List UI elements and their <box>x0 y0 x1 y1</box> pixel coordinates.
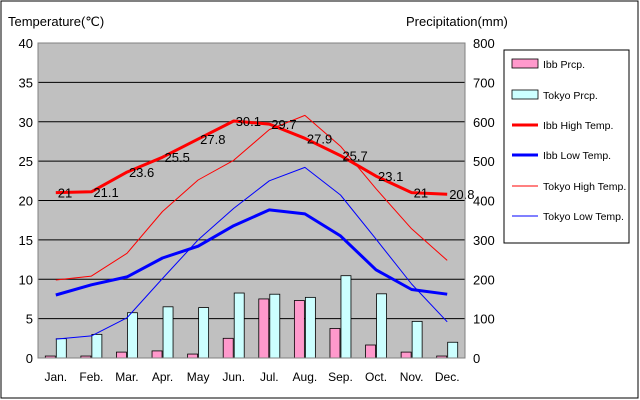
y-left-tick-label: 5 <box>26 312 33 327</box>
temperature-lines <box>55 114 448 340</box>
y-right-axis-title: Precipitation(mm) <box>406 14 508 29</box>
precip-bar <box>127 312 138 359</box>
data-label: 27.8 <box>200 132 225 147</box>
precip-bar <box>151 350 163 359</box>
legend-label: Ibb Low Temp. <box>543 150 611 162</box>
precip-bar <box>304 296 316 359</box>
x-category-label: Jan. <box>44 370 67 384</box>
temperature-line <box>55 114 448 281</box>
x-category-label: Jul. <box>260 370 279 384</box>
y-left-tick-label: 25 <box>19 154 33 169</box>
y-left-tick-label: 10 <box>19 272 33 287</box>
data-label: 30.1 <box>236 114 261 129</box>
y-right-tick-label: 100 <box>473 312 495 327</box>
x-category-label: Oct. <box>365 370 387 384</box>
legend-label: Tokyo Low Temp. <box>543 211 624 223</box>
y-left-tick-label: 20 <box>19 194 33 209</box>
y-left-ticks: 0 5 10 15 20 25 30 35 40 <box>19 36 33 366</box>
x-category-label: Sep. <box>328 370 353 384</box>
precip-bar <box>198 307 210 359</box>
y-left-tick-label: 30 <box>19 115 33 130</box>
precip-bar <box>258 298 270 359</box>
data-label: 25.7 <box>342 149 367 164</box>
y-left-tick-label: 40 <box>19 36 33 51</box>
temperature-line <box>55 119 448 196</box>
y-right-tick-label: 700 <box>473 75 495 90</box>
x-category-label: Aug. <box>293 370 318 384</box>
x-category-label: Feb. <box>79 370 103 384</box>
y-right-tick-label: 400 <box>473 194 495 209</box>
data-label: 21 <box>414 186 428 201</box>
data-label: 27.9 <box>307 131 332 146</box>
legend-label: Ibb High Temp. <box>543 120 613 132</box>
y-right-tick-label: 300 <box>473 233 495 248</box>
x-category-label: Apr. <box>152 370 173 384</box>
temperature-line <box>55 166 448 340</box>
data-label: 21.1 <box>93 185 118 200</box>
y-right-tick-label: 500 <box>473 154 495 169</box>
y-right-tick-label: 600 <box>473 115 495 130</box>
data-label: 21 <box>58 186 72 201</box>
plot-border <box>37 42 466 359</box>
x-category-label: Mar. <box>115 370 138 384</box>
legend-label: Ibb Prcp. <box>543 59 585 71</box>
precip-bar <box>411 320 423 359</box>
gridlines <box>38 81 465 320</box>
precip-bar <box>116 351 127 359</box>
legend-label: Tokyo High Temp. <box>543 181 626 193</box>
x-category-label: May <box>187 370 210 384</box>
precip-bar <box>329 328 341 359</box>
legend-swatch <box>511 89 539 100</box>
data-label: 23.6 <box>129 165 154 180</box>
y-left-tick-label: 0 <box>26 351 33 366</box>
data-label: 29.7 <box>271 117 296 132</box>
precip-bar <box>447 341 459 359</box>
precip-bar <box>340 275 352 359</box>
y-right-tick-label: 0 <box>473 351 480 366</box>
x-category-label: Nov. <box>400 370 424 384</box>
y-right-tick-label: 800 <box>473 36 495 51</box>
x-axis-categories: Jan. Feb. Mar. Apr. May Jun. Jul. Aug. Sep. Oct. N… <box>44 370 459 384</box>
data-label: 20.8 <box>449 187 474 202</box>
data-labels: 21 21.1 23.6 25.5 27.8 30.1 29.7 27.9 25.7 23.1 21… <box>58 114 475 202</box>
y-right-ticks: 0 100 200 300 400 500 600 700 800 <box>473 36 495 366</box>
y-left-tick-label: 35 <box>19 75 33 90</box>
y-right-tick-label: 200 <box>473 272 495 287</box>
precip-bar <box>365 344 376 359</box>
legend-swatch <box>511 58 539 69</box>
precip-bar <box>162 306 174 359</box>
precip-bar <box>400 351 412 359</box>
temperature-line <box>55 208 448 297</box>
legend-label: Tokyo Prcp. <box>543 90 598 102</box>
x-category-label: Jun. <box>222 370 245 384</box>
x-category-label: Dec. <box>435 370 460 384</box>
legend-box <box>503 49 630 244</box>
precip-bar <box>293 300 305 359</box>
data-label: 25.5 <box>165 150 190 165</box>
precip-bar <box>233 292 245 359</box>
y-left-axis-title: Temperature(℃) <box>8 14 104 29</box>
precip-bar <box>269 293 281 359</box>
precip-bar <box>55 338 67 359</box>
precip-bar <box>187 353 199 359</box>
y-left-tick-label: 15 <box>19 233 33 248</box>
precip-bar <box>222 337 234 359</box>
precip-bar <box>91 333 103 359</box>
legend: Ibb Prcp. Tokyo Prcp. Ibb High Temp. Ibb Lo… <box>511 58 626 223</box>
data-label: 23.1 <box>378 169 403 184</box>
precip-bar <box>376 293 387 359</box>
